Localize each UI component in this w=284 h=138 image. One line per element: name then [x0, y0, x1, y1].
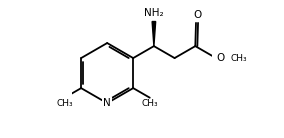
Text: CH₃: CH₃: [141, 99, 158, 108]
Polygon shape: [152, 22, 156, 46]
Text: CH₃: CH₃: [56, 99, 73, 108]
Text: O: O: [193, 10, 201, 20]
Text: NH₂: NH₂: [144, 8, 164, 18]
Text: N: N: [103, 98, 111, 108]
Text: CH₃: CH₃: [230, 54, 247, 63]
Text: O: O: [217, 53, 225, 63]
